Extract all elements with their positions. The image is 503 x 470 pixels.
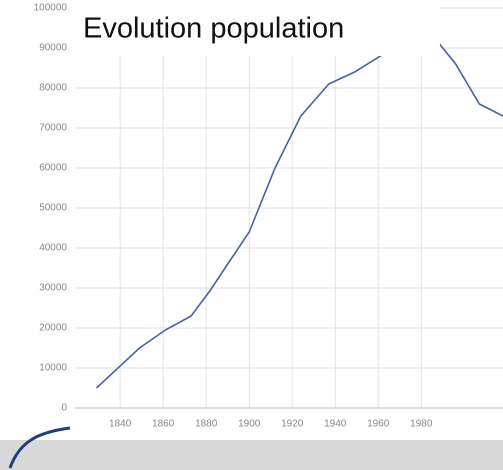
y-tick-label: 20000 — [39, 323, 67, 334]
x-tick-label: 1960 — [367, 419, 390, 430]
y-tick-label: 100000 — [34, 3, 68, 14]
y-tick-label: 80000 — [39, 83, 67, 94]
x-tick-label: 1880 — [195, 419, 218, 430]
y-tick-label: 70000 — [39, 123, 67, 134]
x-tick-label: 1920 — [281, 419, 304, 430]
data-line — [95, 31, 503, 389]
x-tick-label: 1860 — [152, 419, 175, 430]
y-tick-label: 40000 — [39, 243, 67, 254]
x-tick-label: 1940 — [324, 419, 347, 430]
y-tick-label: 30000 — [39, 283, 67, 294]
y-tick-label: 10000 — [39, 363, 67, 374]
decoration — [8, 426, 71, 469]
title-box — [75, 0, 440, 56]
y-tick-label: 50000 — [39, 203, 67, 214]
y-tick-label: 90000 — [39, 43, 67, 54]
x-tick-label: 1900 — [238, 419, 261, 430]
y-tick-label: 0 — [61, 403, 67, 414]
chart-title: Evolution population — [83, 13, 344, 45]
x-tick-label: 1840 — [109, 419, 132, 430]
bottom-strip — [0, 440, 503, 470]
x-tick-label: 1980 — [410, 419, 433, 430]
y-tick-label: 60000 — [39, 163, 67, 174]
plot-area: 0 10000 20000 30000 40000 50000 60000 70000 8000… — [34, 3, 503, 430]
